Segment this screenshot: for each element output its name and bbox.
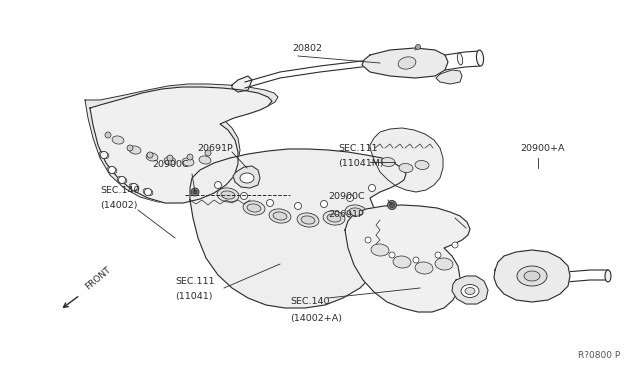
Circle shape <box>435 252 441 258</box>
Text: 20900+A: 20900+A <box>520 144 564 153</box>
Ellipse shape <box>476 50 484 66</box>
Circle shape <box>214 182 221 189</box>
Circle shape <box>193 190 197 194</box>
Ellipse shape <box>461 285 479 298</box>
Ellipse shape <box>217 188 239 202</box>
Circle shape <box>415 45 420 49</box>
Ellipse shape <box>297 213 319 227</box>
Ellipse shape <box>415 160 429 170</box>
Ellipse shape <box>371 244 389 256</box>
Ellipse shape <box>345 205 367 219</box>
Circle shape <box>167 155 173 161</box>
Polygon shape <box>233 166 260 188</box>
Ellipse shape <box>117 176 127 184</box>
Circle shape <box>118 176 125 183</box>
Text: 20691P: 20691P <box>328 209 364 218</box>
Text: 20900C: 20900C <box>328 192 365 201</box>
Text: (14002): (14002) <box>100 201 138 209</box>
Polygon shape <box>370 128 443 192</box>
Circle shape <box>389 252 395 258</box>
Circle shape <box>387 201 397 209</box>
Circle shape <box>191 188 199 196</box>
Ellipse shape <box>399 163 413 173</box>
Circle shape <box>131 183 138 190</box>
Ellipse shape <box>465 288 475 295</box>
Polygon shape <box>362 48 448 78</box>
Polygon shape <box>436 70 462 84</box>
Ellipse shape <box>221 191 235 199</box>
Polygon shape <box>232 76 252 92</box>
Ellipse shape <box>164 157 176 165</box>
Circle shape <box>346 195 353 202</box>
Ellipse shape <box>182 158 194 166</box>
Ellipse shape <box>269 209 291 223</box>
Circle shape <box>321 201 328 208</box>
Ellipse shape <box>240 173 254 183</box>
Ellipse shape <box>112 136 124 144</box>
Text: (11041): (11041) <box>175 292 212 301</box>
Circle shape <box>187 154 193 160</box>
Circle shape <box>145 189 152 196</box>
Circle shape <box>365 237 371 243</box>
Circle shape <box>413 257 419 263</box>
Ellipse shape <box>301 216 315 224</box>
Text: FRONT: FRONT <box>84 266 113 292</box>
Text: (14002+A): (14002+A) <box>290 314 342 323</box>
Ellipse shape <box>398 57 416 69</box>
Circle shape <box>266 199 273 206</box>
Ellipse shape <box>323 211 345 225</box>
Polygon shape <box>452 276 488 304</box>
Ellipse shape <box>381 157 395 167</box>
Text: R?0800 P: R?0800 P <box>578 350 620 359</box>
Text: 20802: 20802 <box>292 44 322 52</box>
Ellipse shape <box>435 258 453 270</box>
Polygon shape <box>345 205 470 312</box>
Ellipse shape <box>458 53 463 65</box>
Ellipse shape <box>273 212 287 220</box>
Ellipse shape <box>247 204 261 212</box>
Circle shape <box>100 151 108 158</box>
Ellipse shape <box>129 146 141 154</box>
Ellipse shape <box>327 214 341 222</box>
Circle shape <box>241 192 248 199</box>
Ellipse shape <box>349 208 363 216</box>
Ellipse shape <box>243 201 265 215</box>
Circle shape <box>109 167 115 173</box>
Circle shape <box>205 150 211 156</box>
Text: SEC.111: SEC.111 <box>338 144 378 153</box>
Ellipse shape <box>393 256 411 268</box>
Ellipse shape <box>107 166 117 174</box>
Ellipse shape <box>415 262 433 274</box>
Circle shape <box>147 152 153 158</box>
Text: 20900C: 20900C <box>152 160 189 169</box>
Polygon shape <box>90 87 272 203</box>
Circle shape <box>452 242 458 248</box>
Circle shape <box>127 145 133 151</box>
Text: SEC.140: SEC.140 <box>100 186 140 195</box>
Circle shape <box>390 202 394 208</box>
Text: 20691P: 20691P <box>197 144 233 153</box>
Text: SEC.140: SEC.140 <box>290 298 330 307</box>
Ellipse shape <box>517 266 547 286</box>
Ellipse shape <box>524 271 540 281</box>
Text: (11041M): (11041M) <box>338 158 383 167</box>
Ellipse shape <box>143 188 153 196</box>
Ellipse shape <box>129 183 139 191</box>
Polygon shape <box>85 84 278 202</box>
Polygon shape <box>494 250 570 302</box>
Circle shape <box>105 132 111 138</box>
Polygon shape <box>190 149 406 308</box>
Ellipse shape <box>146 153 158 161</box>
Circle shape <box>369 185 376 192</box>
Ellipse shape <box>605 270 611 282</box>
Ellipse shape <box>199 156 211 164</box>
Text: SEC.111: SEC.111 <box>175 278 214 286</box>
Circle shape <box>294 202 301 209</box>
Ellipse shape <box>99 151 109 159</box>
